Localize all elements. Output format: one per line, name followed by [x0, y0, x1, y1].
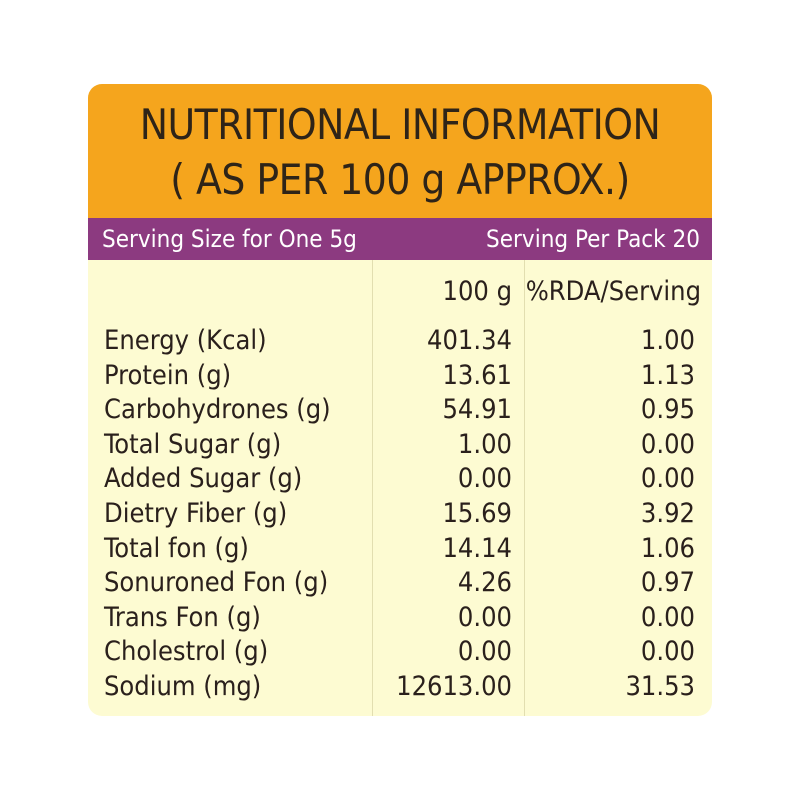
nutrient-name: Sonuroned Fon (g) — [104, 567, 329, 599]
nutrient-value: 0.00 — [640, 636, 695, 668]
nutrient-value: 13.61 — [442, 359, 512, 391]
nutrient-value: 0.00 — [640, 463, 695, 495]
title-line: NUTRITIONAL INFORMATION — [139, 100, 661, 149]
nutrition-card: NUTRITIONAL INFORMATION ( AS PER 100 g AP… — [88, 84, 712, 716]
nutrient-name: Total fon (g) — [104, 532, 249, 564]
nutrient-value: 12613.00 — [396, 671, 512, 702]
nutrient-value: 4.26 — [457, 567, 512, 599]
serving-size: Serving Size for One 5g — [102, 225, 357, 253]
title-line: ( AS PER 100 g APPROX.) — [170, 155, 630, 204]
serving-bar: Serving Size for One 5g Serving Per Pack… — [88, 218, 712, 260]
nutrient-value: 1.06 — [640, 532, 695, 564]
nutrient-value: 0.00 — [457, 601, 512, 633]
nutrient-value: 3.92 — [640, 498, 695, 529]
nutrient-value: 15.69 — [442, 498, 512, 529]
header: NUTRITIONAL INFORMATION ( AS PER 100 g AP… — [88, 84, 712, 218]
nutrient-value: 54.91 — [442, 394, 512, 426]
nutrient-value: 0.00 — [640, 601, 695, 633]
nutrient-value: 0.00 — [640, 428, 695, 460]
nutrient-value: 0.00 — [457, 636, 512, 668]
nutrient-value: 1.00 — [640, 325, 695, 356]
column-divider — [372, 260, 373, 716]
nutrient-value: 31.53 — [625, 671, 695, 702]
nutrient-value: 14.14 — [442, 532, 512, 564]
column-header: %RDA/Serving — [525, 276, 701, 307]
nutrient-value: 0.97 — [640, 567, 695, 599]
column-header: 100 g — [442, 276, 513, 307]
nutrient-value: 1.13 — [640, 359, 695, 391]
nutrient-value: 0.95 — [640, 394, 695, 426]
nutrient-name: Sodium (mg) — [104, 671, 262, 702]
nutrient-value: 1.00 — [457, 428, 512, 460]
nutrient-name: Added Sugar (g) — [104, 463, 303, 495]
serving-per-pack: Serving Per Pack 20 — [486, 225, 700, 253]
nutrient-name: Protein (g) — [104, 359, 232, 391]
nutrient-value: 0.00 — [457, 463, 512, 495]
column-divider — [524, 260, 525, 716]
nutrient-value: 401.34 — [427, 325, 512, 356]
nutrient-name: Total Sugar (g) — [104, 428, 282, 460]
nutrient-name: Dietry Fiber (g) — [104, 498, 288, 529]
nutrient-name: Energy (Kcal) — [104, 325, 267, 356]
nutrient-name: Cholestrol (g) — [104, 636, 269, 668]
nutrient-name: Trans Fon (g) — [104, 601, 261, 633]
nutrient-name: Carbohydrones (g) — [104, 394, 331, 426]
